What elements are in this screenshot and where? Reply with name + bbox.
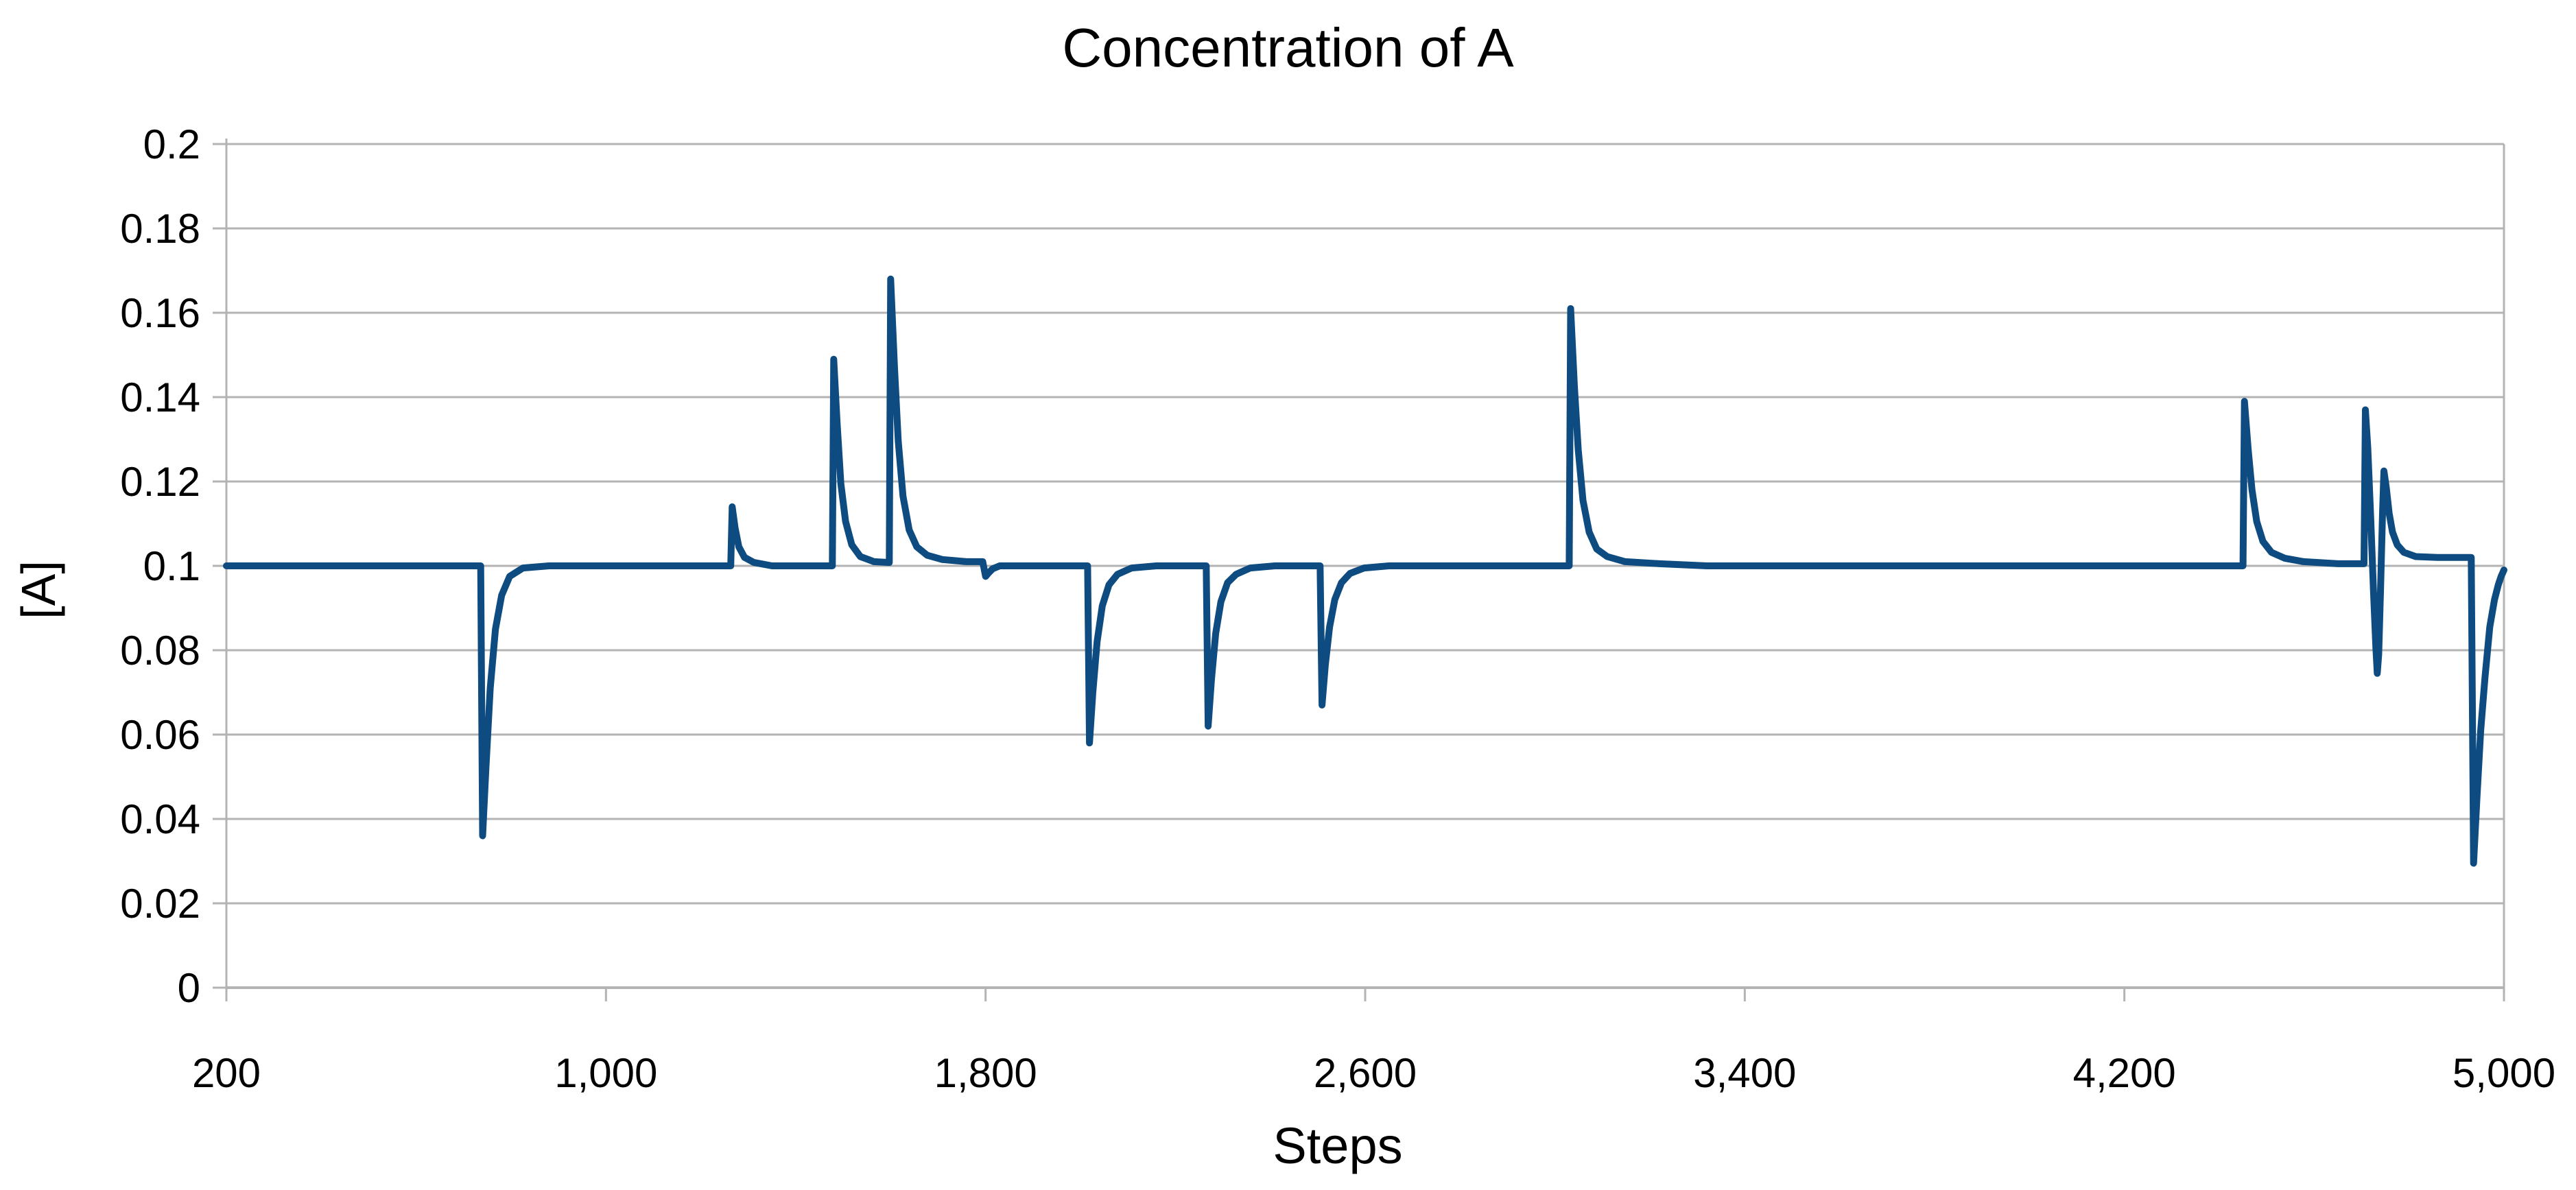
x-tick-label: 200 <box>192 1050 261 1096</box>
y-tick-label: 0.04 <box>120 796 200 842</box>
series-line <box>223 275 2507 867</box>
y-tick-label: 0.2 <box>143 121 200 167</box>
y-tick-label: 0.06 <box>120 712 200 758</box>
y-tick-labels: 0 0.02 0.04 0.06 0.08 0.1 0.12 0.14 0.16 0.18 0.2 <box>120 121 200 1011</box>
x-tick-marks <box>225 988 2505 1001</box>
y-tick-label: 0.02 <box>120 881 200 927</box>
x-tick-labels: 200 1,000 1,800 2,600 3,400 4,200 5,000 <box>192 1050 2555 1096</box>
y-tick-label: 0.14 <box>120 374 200 420</box>
x-tick-label: 2,600 <box>1314 1050 1417 1096</box>
y-tick-label: 0.18 <box>120 206 200 252</box>
x-tick-label: 3,400 <box>1693 1050 1796 1096</box>
y-tick-label: 0 <box>178 965 200 1011</box>
chart-title: Concentration of A <box>1062 17 1514 78</box>
x-tick-label: 1,000 <box>554 1050 657 1096</box>
y-tick-label: 0.08 <box>120 628 200 674</box>
y-tick-label: 0.12 <box>120 459 200 505</box>
x-axis-title: Steps <box>1273 1117 1403 1174</box>
y-tick-label: 0.16 <box>120 290 200 336</box>
x-tick-label: 4,200 <box>2073 1050 2176 1096</box>
x-tick-label: 1,800 <box>934 1050 1037 1096</box>
x-tick-label: 5,000 <box>2453 1050 2555 1096</box>
y-tick-label: 0.1 <box>143 543 200 589</box>
series <box>223 275 2507 867</box>
